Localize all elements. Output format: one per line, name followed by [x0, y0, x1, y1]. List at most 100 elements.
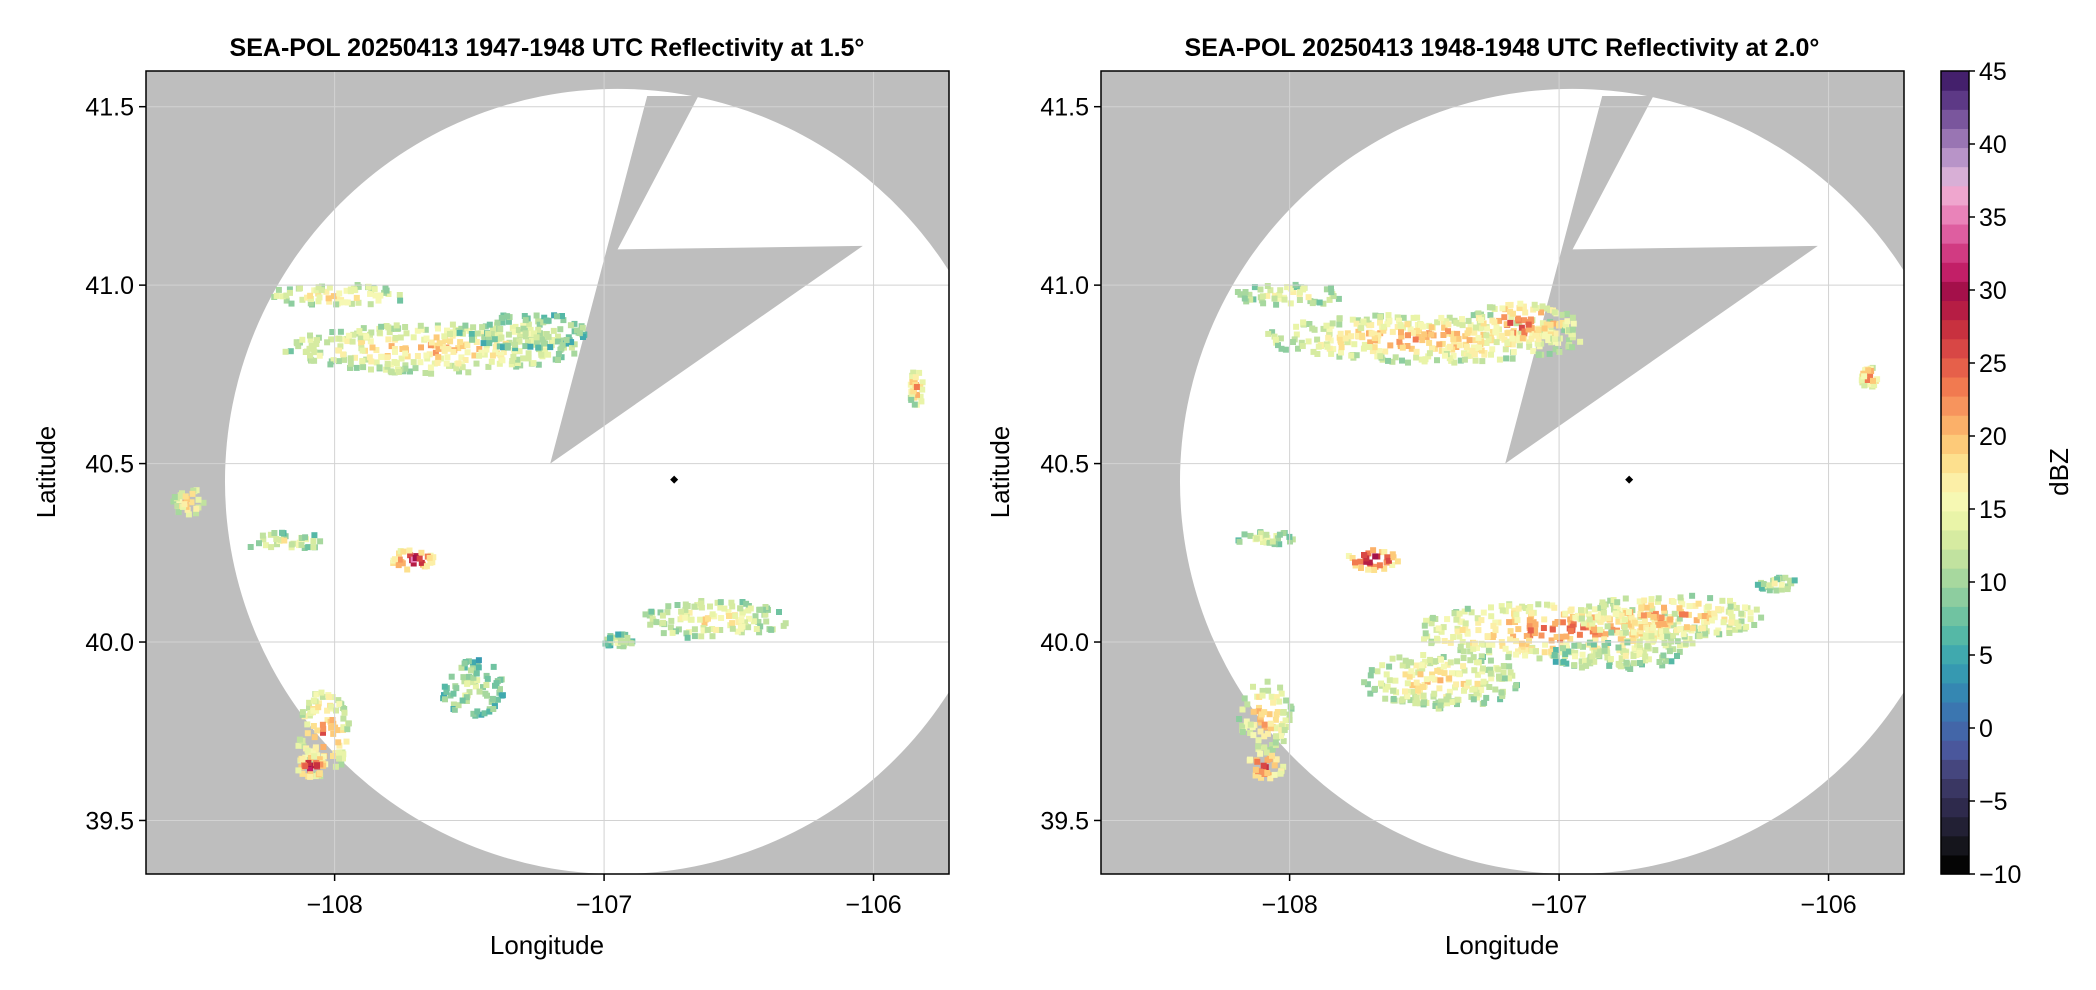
- echo-cell: [753, 626, 760, 632]
- echo-cell: [1615, 644, 1622, 651]
- colorbar-swatch: [1941, 415, 1969, 435]
- echo-cell: [443, 688, 450, 695]
- echo-cell: [514, 356, 521, 363]
- echo-cell: [1283, 697, 1290, 704]
- echo-cell: [1489, 317, 1496, 324]
- echo-cell: [1506, 650, 1513, 657]
- echo-cell: [377, 292, 384, 299]
- echo-cell: [1472, 357, 1479, 364]
- echo-cell: [1368, 667, 1375, 674]
- echo-cell: [307, 766, 313, 773]
- echo-cell: [492, 344, 499, 350]
- echo-cell: [402, 345, 409, 352]
- echo-cell: [1280, 738, 1287, 745]
- echo-cell: [1674, 653, 1680, 659]
- echo-cell: [1432, 703, 1439, 709]
- echo-cell: [499, 357, 506, 364]
- echo-cell: [505, 331, 512, 338]
- echo-cell: [1425, 353, 1432, 360]
- echo-cell: [1648, 602, 1655, 609]
- echo-cell: [1271, 771, 1278, 778]
- echo-cell: [311, 349, 318, 356]
- echo-cell: [498, 334, 505, 341]
- echo-cell: [456, 329, 463, 336]
- echo-cell: [302, 534, 309, 541]
- echo-cell: [1685, 611, 1692, 618]
- echo-cell: [1465, 642, 1472, 649]
- echo-cell: [307, 710, 314, 716]
- echo-cell: [1648, 633, 1655, 640]
- echo-cell: [1465, 347, 1472, 354]
- echo-cell: [1509, 335, 1516, 342]
- echo-cell: [1495, 666, 1502, 673]
- echo-cell: [1498, 603, 1505, 610]
- echo-cell: [1366, 344, 1373, 350]
- echo-cell: [1284, 284, 1291, 291]
- echo-cell: [1271, 333, 1278, 340]
- echo-cell: [396, 556, 403, 563]
- echo-cell: [739, 599, 746, 605]
- echo-cell: [455, 702, 462, 709]
- echo-cell: [555, 351, 562, 357]
- echo-cell: [1440, 624, 1447, 631]
- echo-cell: [314, 337, 320, 344]
- colorbar-tick-label: −5: [1979, 788, 2008, 816]
- echo-cell: [310, 538, 317, 545]
- echo-cell: [1526, 339, 1533, 346]
- echo-cell: [752, 613, 759, 620]
- radar-site-diamond: [670, 475, 679, 484]
- echo-cell: [1782, 574, 1789, 581]
- echo-cell: [1371, 567, 1378, 573]
- echo-cell: [373, 347, 380, 353]
- echo-cell: [1247, 532, 1254, 539]
- echo-cell: [1526, 637, 1532, 644]
- echo-cell: [1361, 679, 1368, 686]
- echo-cell: [1569, 314, 1576, 321]
- echo-cell: [1490, 622, 1497, 629]
- echo-cell: [1276, 531, 1283, 538]
- echo-cell: [343, 287, 350, 294]
- echo-cell: [527, 343, 534, 350]
- colorbar-swatch: [1941, 854, 1969, 875]
- echo-cell: [1269, 742, 1275, 748]
- echo-cell: [660, 619, 667, 626]
- echo-cell: [1546, 333, 1552, 340]
- echo-cell: [1421, 622, 1428, 629]
- echo-cell: [468, 667, 474, 674]
- echo-cell: [1637, 611, 1644, 617]
- echo-cell: [486, 340, 493, 347]
- colorbar-swatch: [1941, 90, 1969, 110]
- echo-cell: [444, 327, 450, 334]
- echo-cell: [1397, 322, 1404, 329]
- echo-cell: [395, 369, 402, 375]
- y-axis-label: Latitude: [985, 426, 1015, 519]
- echo-cell: [1453, 344, 1460, 350]
- echo-cell: [540, 339, 547, 346]
- echo-cell: [1501, 336, 1508, 343]
- echo-cell: [1518, 640, 1525, 647]
- echo-cell: [1443, 696, 1450, 703]
- echo-cell: [388, 343, 395, 350]
- echo-cell: [1509, 355, 1516, 362]
- echo-cell: [726, 613, 732, 619]
- colorbar-swatch: [1941, 71, 1969, 91]
- echo-cell: [1676, 605, 1683, 612]
- blocked-wedge: [1505, 96, 1818, 464]
- echo-cell: [1375, 332, 1382, 339]
- echo-cell: [366, 354, 373, 361]
- echo-cell: [1267, 775, 1274, 782]
- echo-cell: [1751, 622, 1758, 628]
- echo-cluster: [295, 753, 327, 780]
- echo-cell: [1736, 626, 1743, 633]
- echo-cell: [1569, 326, 1576, 333]
- echo-cell: [1547, 321, 1554, 328]
- echo-cell: [1662, 621, 1669, 627]
- echo-cell: [1435, 705, 1442, 712]
- echo-cell: [175, 509, 182, 516]
- echo-cell: [340, 755, 346, 762]
- x-tick-label: −107: [576, 891, 632, 919]
- echo-cell: [422, 370, 429, 376]
- echo-cell: [1280, 763, 1287, 770]
- echo-cell: [343, 738, 350, 745]
- echo-cell: [1434, 319, 1441, 326]
